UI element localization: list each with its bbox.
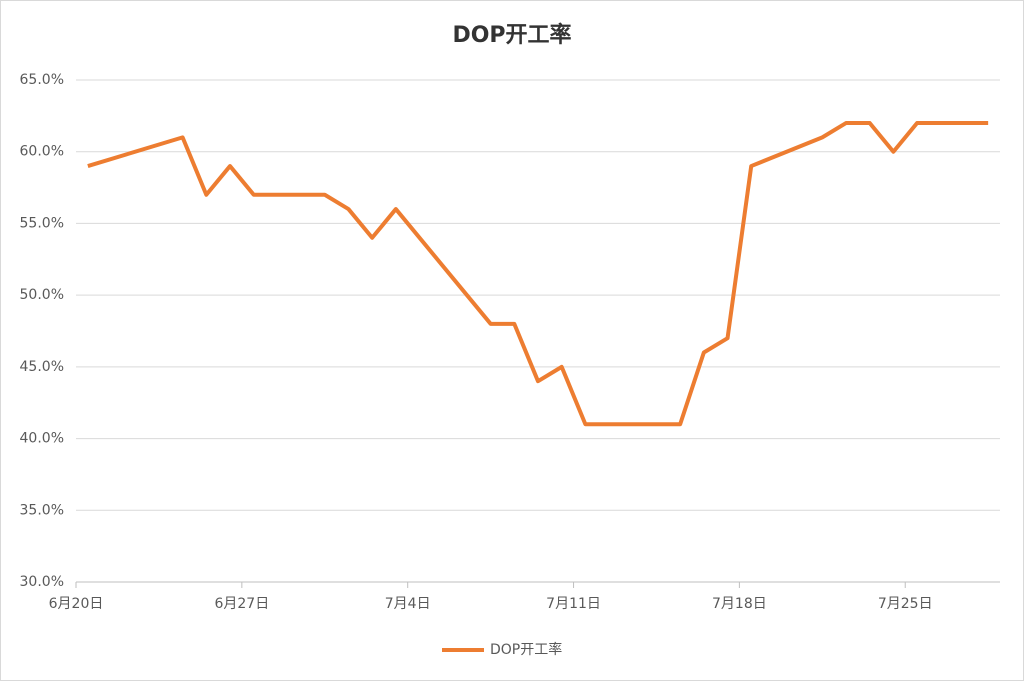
x-tick-label: 6月20日 xyxy=(49,596,104,612)
y-tick-label: 65.0% xyxy=(20,72,64,88)
y-tick-label: 60.0% xyxy=(20,144,64,160)
legend-label: DOP开工率 xyxy=(490,641,562,658)
x-tick-label: 7月18日 xyxy=(712,596,767,612)
x-tick-label: 6月27日 xyxy=(214,596,269,612)
y-tick-label: 30.0% xyxy=(20,574,64,590)
x-tick-label: 7月11日 xyxy=(546,596,601,612)
y-tick-label: 50.0% xyxy=(20,287,64,303)
chart-title: DOP开工率 xyxy=(452,22,571,48)
x-tick-label: 7月25日 xyxy=(878,596,933,612)
y-tick-label: 45.0% xyxy=(20,359,64,375)
y-tick-label: 35.0% xyxy=(20,502,64,518)
y-tick-label: 40.0% xyxy=(20,431,64,447)
x-tick-label: 7月4日 xyxy=(385,596,431,612)
data-line xyxy=(87,121,989,427)
y-tick-label: 55.0% xyxy=(20,215,64,231)
